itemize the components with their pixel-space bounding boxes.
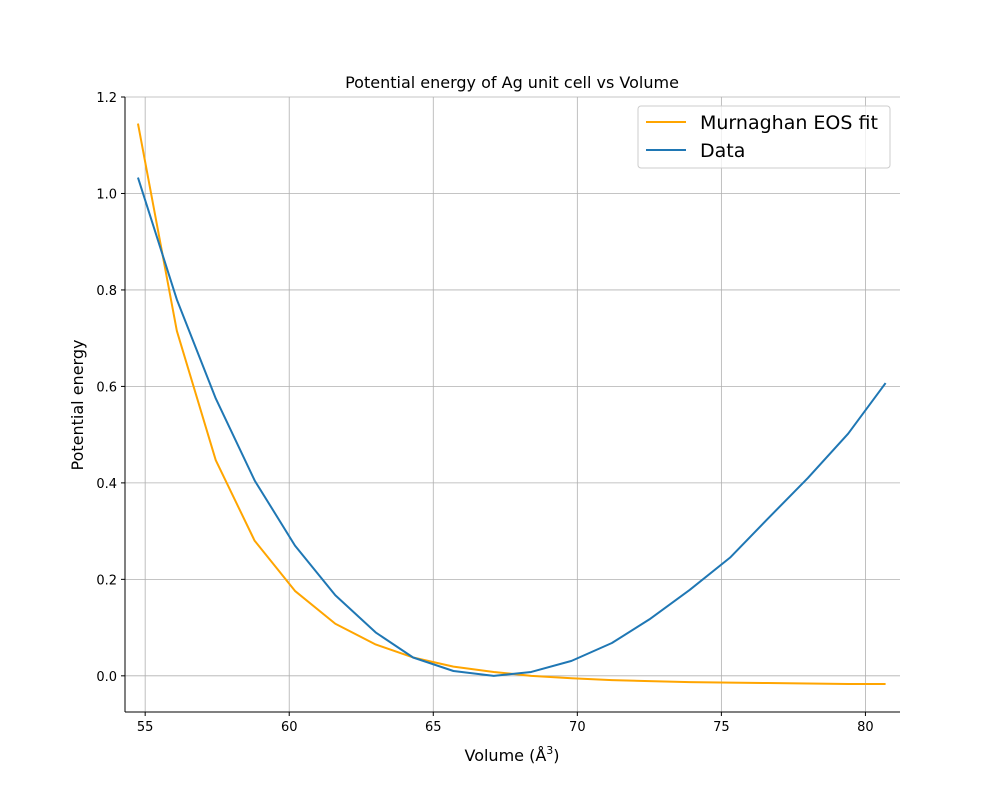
legend: Murnaghan EOS fit Data (637, 105, 891, 169)
x-tick-label: 55 (137, 720, 154, 735)
series-line-murnaghan-eos-fit (136, 123, 886, 686)
x-tick-label: 70 (569, 720, 586, 735)
grid (125, 96, 900, 712)
x-axis-label-suffix: ) (553, 746, 559, 765)
y-tick-label: 0.0 (96, 670, 117, 685)
x-tick-label: 65 (425, 720, 442, 735)
y-axis-label: Potential energy (68, 340, 87, 471)
series-layer (136, 123, 887, 686)
x-axis-label-main: Volume (Å (464, 746, 546, 765)
x-tick-label: 75 (713, 720, 730, 735)
x-tick-label: 60 (281, 720, 298, 735)
chart-title: Potential energy of Ag unit cell vs Volu… (345, 73, 679, 92)
x-axis-label-superscript: 3 (546, 744, 553, 757)
x-tick-label: 80 (857, 720, 874, 735)
legend-label-murnaghan: Murnaghan EOS fit (700, 112, 878, 134)
y-tick-label: 0.2 (96, 573, 117, 588)
y-tick-label: 0.6 (96, 380, 117, 395)
x-axis-label: Volume (Å3) (464, 744, 559, 765)
axes (124, 97, 900, 713)
legend-label-data: Data (700, 140, 745, 162)
y-tick-label: 1.2 (96, 91, 117, 106)
y-tick-label: 0.4 (96, 477, 117, 492)
series-line-data (137, 177, 887, 677)
y-tick-label: 1.0 (96, 187, 117, 202)
legend-frame (637, 105, 891, 169)
y-tick-label: 0.8 (96, 284, 117, 299)
ticks: 55 60 65 70 75 80 0.0 0.2 0.4 0.6 0.8 1.0 1.2 (96, 91, 873, 735)
